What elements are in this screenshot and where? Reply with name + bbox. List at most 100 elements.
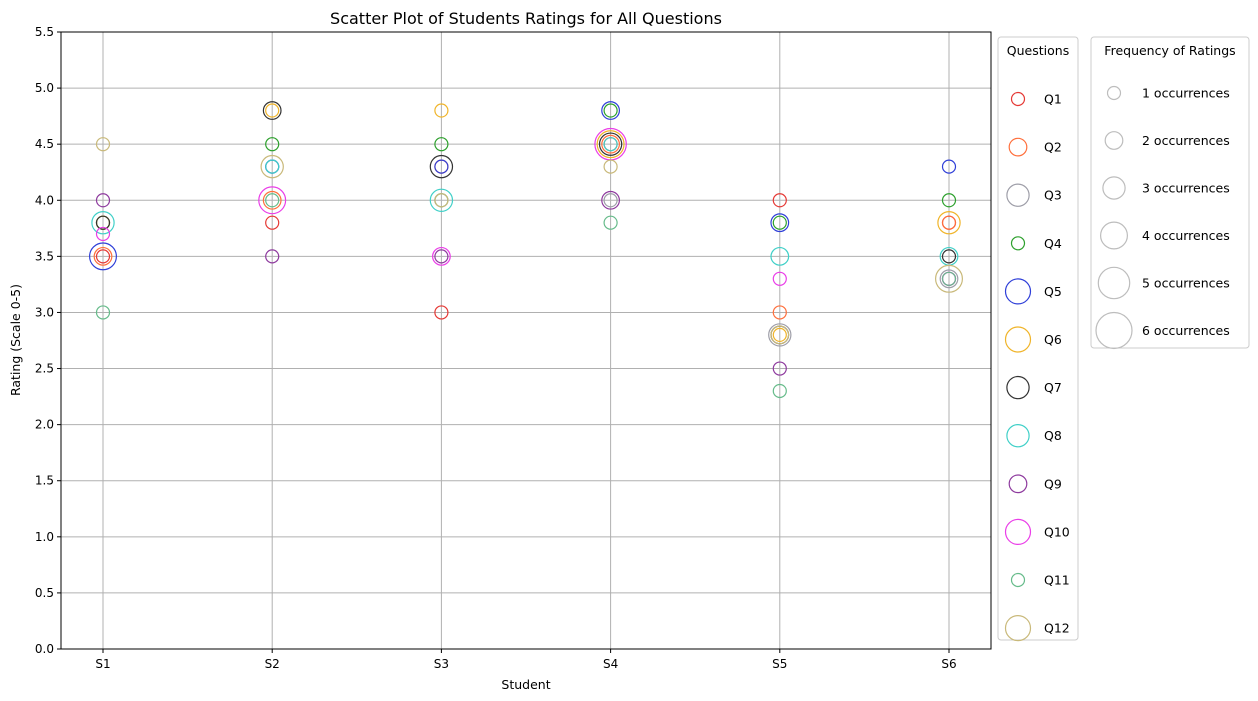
x-tick-label: S4	[603, 657, 618, 671]
legend-marker-q7	[1006, 375, 1030, 400]
data-point-q7	[598, 132, 623, 156]
data-point-q3	[768, 323, 792, 347]
frequency-legend-title: Frequency of Ratings	[1104, 43, 1235, 58]
legend-label-q3: Q3	[1044, 188, 1062, 203]
x-tick-label: S5	[772, 657, 787, 671]
data-point-q8	[265, 159, 280, 174]
chart-title: Scatter Plot of Students Ratings for All…	[330, 9, 722, 28]
legend-marker-q9	[1008, 474, 1028, 494]
x-axis-ticks: S1 S2 S3 S4 S5 S6	[95, 649, 957, 671]
data-point-q5	[941, 159, 957, 174]
frequency-label: 4 occurrences	[1142, 228, 1230, 243]
frequency-label: 1 occurrences	[1142, 86, 1230, 101]
legend-marker-q10	[1004, 518, 1032, 546]
y-axis-label: Rating (Scale 0-5)	[8, 284, 23, 396]
y-tick-label: 5.5	[35, 25, 54, 39]
y-axis-ticks: 0.0 0.5 1.0 1.5 2.0 2.5 3.0 3.5 4.0 4.5 5.0 5.5	[35, 25, 61, 656]
frequency-marker	[1099, 221, 1128, 250]
data-point-q2	[772, 305, 787, 320]
legend-label-q10: Q10	[1044, 524, 1070, 539]
data-point-q3	[603, 193, 618, 208]
y-tick-label: 2.0	[35, 418, 54, 432]
data-point-q4	[772, 215, 787, 230]
data-point-q1	[265, 215, 280, 230]
data-point-q3	[939, 269, 959, 289]
data-point-q7	[95, 215, 111, 230]
data-point-q4	[434, 137, 449, 152]
data-point-q12	[603, 159, 618, 174]
data-point-q7	[262, 101, 282, 120]
questions-legend-title: Questions	[1007, 43, 1069, 58]
data-point-q1	[434, 305, 449, 320]
legend-marker-q4	[1010, 236, 1026, 251]
data-point-q7	[941, 249, 957, 264]
data-point-q9	[434, 249, 449, 264]
data-point-q6	[772, 327, 787, 342]
y-tick-label: 5.0	[35, 81, 54, 95]
frequency-marker	[1097, 266, 1131, 300]
data-point-q12	[934, 264, 963, 293]
data-point-q9	[265, 249, 280, 264]
legend-marker-q6	[1004, 326, 1032, 353]
data-point-q5	[601, 101, 620, 120]
x-tick-label: S1	[95, 657, 110, 671]
data-point-q11	[772, 383, 787, 399]
data-point-q12	[770, 325, 790, 345]
frequency-marker	[1106, 85, 1122, 101]
legend-label-q7: Q7	[1044, 380, 1062, 395]
x-axis-label: Student	[501, 677, 550, 692]
data-point-q6	[265, 103, 280, 118]
y-tick-label: 3.0	[35, 305, 54, 319]
data-point-q1	[772, 193, 787, 208]
y-tick-label: 1.5	[35, 474, 54, 488]
x-tick-label: S2	[265, 657, 280, 671]
data-point-q7	[429, 154, 454, 179]
data-point-q1	[95, 249, 111, 264]
plot-frame	[60, 31, 992, 650]
data-point-q2	[93, 246, 113, 266]
legend-marker-q3	[1006, 183, 1030, 207]
legend-marker-q8	[1006, 424, 1030, 448]
y-tick-label: 0.5	[35, 586, 54, 600]
y-tick-label: 2.5	[35, 362, 54, 376]
legend-marker-q1	[1010, 91, 1026, 107]
data-point-q12	[95, 137, 111, 152]
frequency-label: 3 occurrences	[1142, 181, 1230, 196]
frequency-legend-box	[1090, 36, 1250, 349]
data-point-q8	[770, 246, 790, 266]
questions-legend: Questions Q1 Q2 Q3 Q4 Q5 Q6 Q7 Q8 Q9 Q10 Q11 Q12	[997, 36, 1079, 642]
data-point-q9	[601, 190, 620, 210]
data-point-q6	[434, 103, 449, 118]
data-point-q8	[429, 188, 454, 212]
data-point-q11	[95, 305, 111, 320]
legend-marker-q5	[1004, 278, 1032, 305]
data-point-q4	[941, 193, 957, 208]
y-tick-label: 1.0	[35, 530, 54, 544]
data-point-q8	[603, 137, 618, 152]
frequency-label: 6 occurrences	[1142, 323, 1230, 338]
data-point-q12	[434, 193, 449, 208]
legend-label-q2: Q2	[1044, 140, 1062, 155]
data-point-q5	[770, 213, 790, 233]
data-point-q2	[601, 134, 620, 154]
legend-marker-q12	[1004, 614, 1032, 642]
data-point-q6	[937, 211, 961, 235]
x-tick-label: S6	[941, 657, 956, 671]
legend-label-q4: Q4	[1044, 236, 1062, 251]
legend-label-q11: Q11	[1044, 573, 1070, 588]
y-tick-label: 4.0	[35, 193, 54, 207]
data-point-q2	[941, 215, 957, 230]
legend-marker-q2	[1008, 137, 1028, 157]
data-points	[88, 101, 963, 399]
legend-label-q8: Q8	[1044, 428, 1062, 443]
frequency-marker	[1102, 176, 1126, 200]
data-point-q9	[95, 193, 111, 208]
frequency-label: 5 occurrences	[1142, 276, 1230, 291]
y-tick-label: 3.5	[35, 249, 54, 263]
data-point-q9	[772, 361, 787, 376]
data-point-q10	[432, 246, 451, 266]
legend-label-q1: Q1	[1044, 92, 1062, 107]
legend-label-q5: Q5	[1044, 284, 1062, 299]
data-point-q10	[772, 271, 787, 286]
